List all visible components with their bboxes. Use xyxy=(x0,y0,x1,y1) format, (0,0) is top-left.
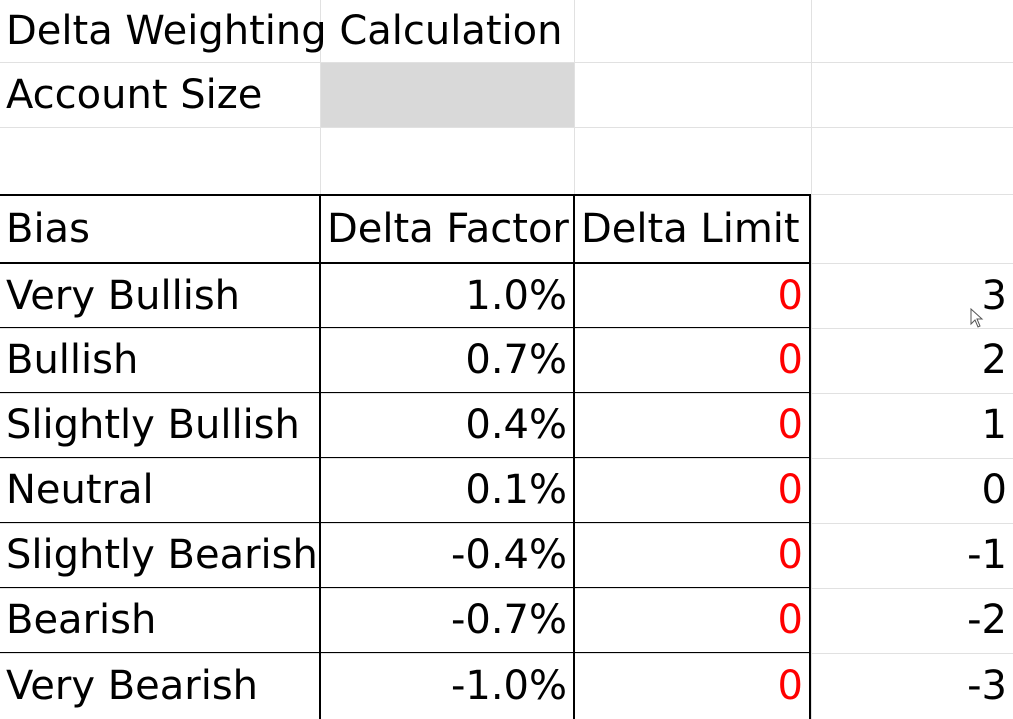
delta-factor-cell[interactable]: 0.1% xyxy=(321,458,573,522)
gridline-h9 xyxy=(0,588,1013,589)
score-cell[interactable]: 2 xyxy=(811,328,1013,392)
bias-cell[interactable]: Neutral xyxy=(0,458,319,522)
delta-factor-cell[interactable]: 0.7% xyxy=(321,328,573,392)
delta-limit-cell[interactable]: 0 xyxy=(575,588,809,652)
delta-factor-value: 0.1% xyxy=(465,467,567,513)
score-cell[interactable]: -3 xyxy=(811,653,1013,719)
score-value: 3 xyxy=(981,272,1007,319)
delta-factor-value: 1.0% xyxy=(465,272,567,319)
delta-limit-value: 0 xyxy=(777,402,803,448)
gridline-h7 xyxy=(0,458,1013,459)
delta-limit-value: 0 xyxy=(777,272,803,319)
account-size-label: Account Size xyxy=(6,71,263,118)
bias-cell[interactable]: Bullish xyxy=(0,328,319,392)
bias-cell[interactable]: Slightly Bullish xyxy=(0,393,319,457)
delta-factor-cell[interactable]: 0.4% xyxy=(321,393,573,457)
sheet-title-cell[interactable]: Delta Weighting Calculation xyxy=(0,0,574,62)
gridline-h2 xyxy=(0,127,1013,128)
delta-factor-cell[interactable]: -0.4% xyxy=(321,523,573,587)
gridline-h5 xyxy=(0,328,1013,329)
gridline-h6 xyxy=(0,393,1013,394)
table-border-col2 xyxy=(573,194,575,719)
delta-limit-cell[interactable]: 0 xyxy=(575,328,809,392)
bias-value: Very Bearish xyxy=(6,663,259,709)
score-value: -1 xyxy=(967,532,1007,578)
bias-value: Neutral xyxy=(6,467,154,513)
score-cell[interactable]: 3 xyxy=(811,264,1013,327)
header-delta-limit[interactable]: Delta Limit xyxy=(575,196,809,262)
delta-factor-cell[interactable]: -0.7% xyxy=(321,588,573,652)
score-value: 0 xyxy=(981,467,1007,513)
table-border-row4 xyxy=(0,522,811,523)
bias-cell[interactable]: Very Bearish xyxy=(0,653,319,719)
table-border-top xyxy=(0,194,811,196)
gridline-h10 xyxy=(0,653,1013,654)
bias-value: Very Bullish xyxy=(6,272,241,319)
delta-limit-value: 0 xyxy=(777,467,803,513)
score-value: -3 xyxy=(967,663,1007,709)
header-delta-factor[interactable]: Delta Factor xyxy=(321,196,573,262)
header-bias-label: Bias xyxy=(6,206,90,252)
delta-factor-cell[interactable]: 1.0% xyxy=(321,264,573,327)
delta-limit-value: 0 xyxy=(777,663,803,709)
delta-limit-value: 0 xyxy=(777,337,803,383)
table-border-col1 xyxy=(319,194,321,719)
delta-factor-value: -0.7% xyxy=(450,597,567,643)
delta-limit-value: 0 xyxy=(777,532,803,578)
delta-limit-cell[interactable]: 0 xyxy=(575,458,809,522)
table-border-right xyxy=(809,194,811,719)
bias-cell[interactable]: Bearish xyxy=(0,588,319,652)
mouse-pointer-icon xyxy=(970,308,984,328)
delta-factor-cell[interactable]: -1.0% xyxy=(321,653,573,719)
sheet-title: Delta Weighting Calculation xyxy=(6,8,563,54)
score-cell[interactable]: -2 xyxy=(811,588,1013,652)
delta-limit-cell[interactable]: 0 xyxy=(575,264,809,327)
score-cell[interactable]: -1 xyxy=(811,523,1013,587)
bias-value: Bullish xyxy=(6,337,139,383)
bias-cell[interactable]: Very Bullish xyxy=(0,264,319,327)
score-cell[interactable]: 0 xyxy=(811,458,1013,522)
score-value: 1 xyxy=(981,402,1007,448)
gridline-h1 xyxy=(0,62,1013,63)
delta-limit-cell[interactable]: 0 xyxy=(575,393,809,457)
account-size-input-cell[interactable] xyxy=(321,63,574,127)
header-delta-factor-label: Delta Factor xyxy=(327,206,569,252)
table-border-row1 xyxy=(0,327,811,328)
table-border-row3 xyxy=(0,457,811,458)
header-delta-limit-label: Delta Limit xyxy=(581,206,800,252)
table-border-row5 xyxy=(0,587,811,588)
bias-value: Slightly Bullish xyxy=(6,402,300,448)
table-border-row6 xyxy=(0,652,811,653)
delta-limit-cell[interactable]: 0 xyxy=(575,523,809,587)
delta-factor-value: -0.4% xyxy=(450,532,567,578)
delta-limit-cell[interactable]: 0 xyxy=(575,653,809,719)
account-size-label-cell[interactable]: Account Size xyxy=(0,62,320,127)
gridline-v3 xyxy=(811,0,812,719)
bias-value: Bearish xyxy=(6,597,157,643)
score-cell[interactable]: 1 xyxy=(811,393,1013,457)
header-bias[interactable]: Bias xyxy=(0,196,319,262)
gridline-h8 xyxy=(0,523,1013,524)
score-value: -2 xyxy=(967,597,1007,643)
table-border-header-bottom xyxy=(0,262,811,264)
delta-limit-value: 0 xyxy=(777,597,803,643)
bias-cell[interactable]: Slightly Bearish xyxy=(0,523,319,587)
bias-value: Slightly Bearish xyxy=(6,532,318,578)
delta-factor-value: -1.0% xyxy=(450,663,567,709)
score-value: 2 xyxy=(981,337,1007,383)
delta-factor-value: 0.7% xyxy=(465,337,567,383)
delta-factor-value: 0.4% xyxy=(465,402,567,448)
table-border-row2 xyxy=(0,392,811,393)
